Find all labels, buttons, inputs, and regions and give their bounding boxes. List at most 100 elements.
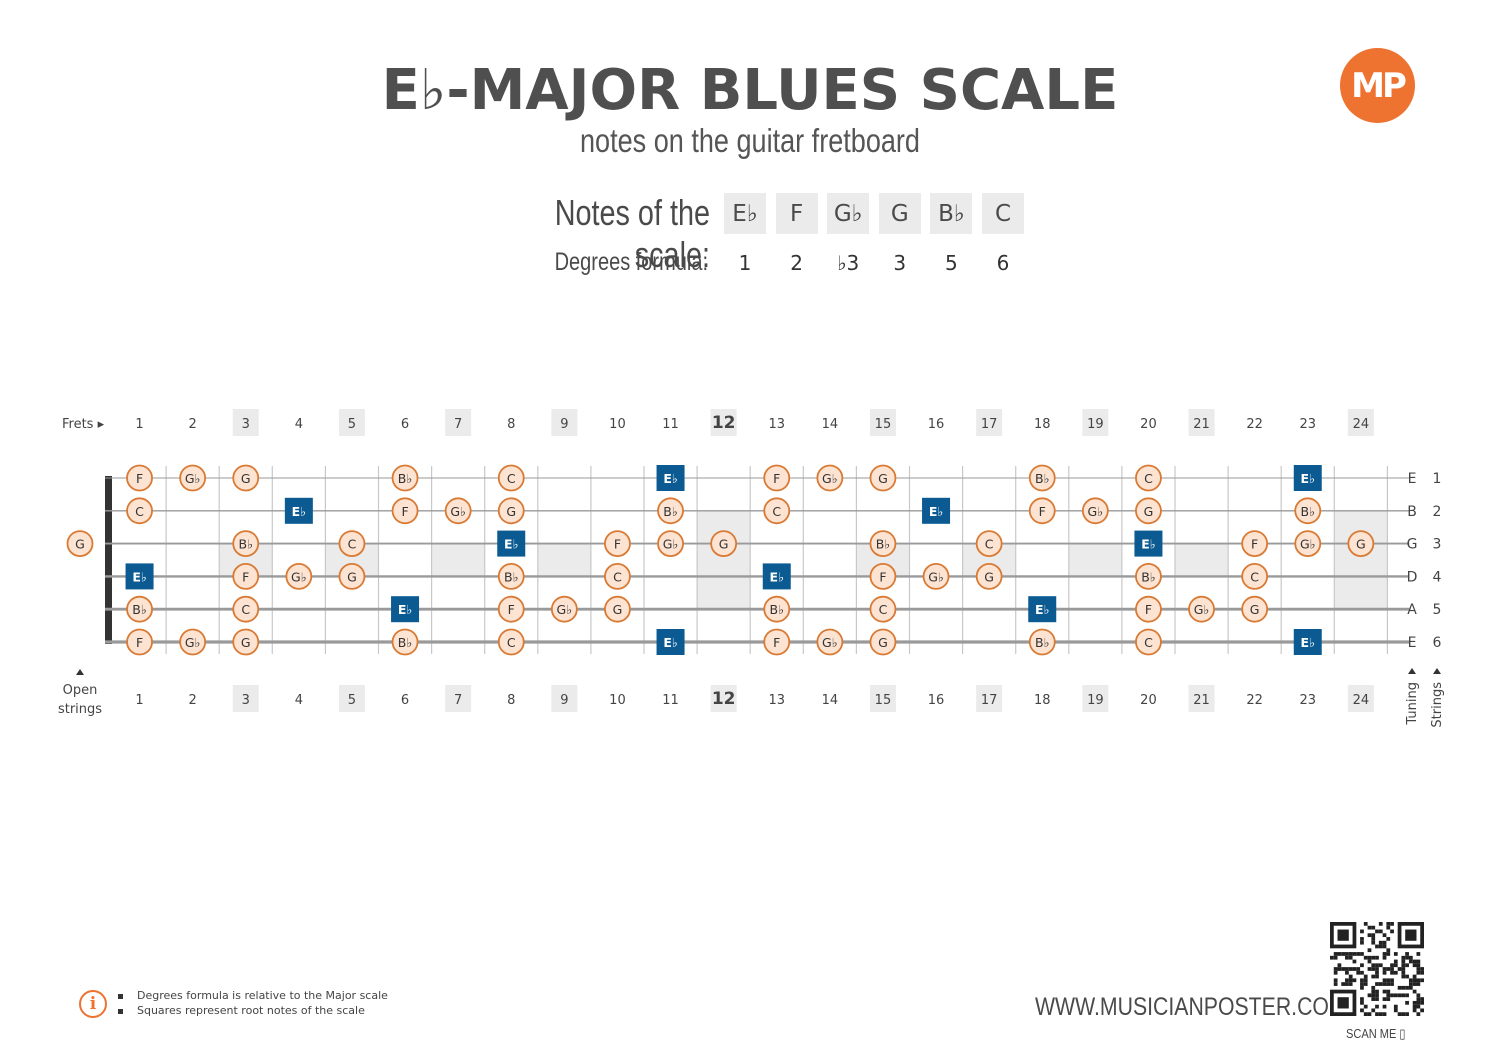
website-link[interactable]: WWW.MUSICIANPOSTER.COM xyxy=(1035,993,1347,1021)
root-note-label: E♭ xyxy=(770,569,784,584)
fret-number-top: 21 xyxy=(1193,417,1210,432)
note-circle xyxy=(763,464,791,492)
scale-degree-value: ♭3 xyxy=(837,251,860,275)
string-tuning: G xyxy=(1407,537,1418,553)
double-marker-shade xyxy=(697,510,751,610)
note-label: C xyxy=(348,537,357,552)
fretboard-diagram: 1 2 3 4 5 6 7 8 9 10 11 12 13 14 15 16 17 18 19 20 21 22 23 241… xyxy=(58,409,1445,728)
musicianposter-logo[interactable]: MP xyxy=(1340,48,1415,123)
fret-number-highlight xyxy=(869,685,896,712)
note-label: G♭ xyxy=(822,471,838,486)
fret-number-bottom: 16 xyxy=(928,693,945,708)
fret-number-bottom: 18 xyxy=(1034,693,1051,708)
string-tuning: A xyxy=(1407,602,1417,618)
fret-number-top: 9 xyxy=(560,417,568,432)
fret-number-bottom: 2 xyxy=(189,693,197,708)
note-circle xyxy=(604,563,631,590)
note-circle xyxy=(1294,497,1322,525)
note-label: B♭ xyxy=(239,537,253,552)
fret-number-highlight xyxy=(1082,409,1109,436)
note-label: C xyxy=(507,471,516,486)
note-label: G xyxy=(75,537,85,552)
note-label: F xyxy=(242,569,249,584)
note-label: B♭ xyxy=(398,635,412,650)
strings-label: Strings xyxy=(1430,682,1445,728)
fret-number-highlight xyxy=(551,409,578,436)
fret-number-bottom: 17 xyxy=(981,693,998,708)
page-subtitle: notes on the guitar fretboard xyxy=(580,122,920,159)
open-strings-label: Open xyxy=(63,683,98,698)
note-label: C xyxy=(1250,569,1259,584)
note-circle xyxy=(1188,595,1215,623)
info-icon: i xyxy=(79,990,107,1018)
note-circle xyxy=(1028,464,1056,492)
note-circle xyxy=(391,464,419,492)
root-note-label: E♭ xyxy=(1301,471,1315,486)
root-note-label: E♭ xyxy=(132,569,146,584)
note-circle xyxy=(1028,628,1056,656)
root-note-square xyxy=(1134,530,1163,557)
string-number: 3 xyxy=(1433,537,1442,553)
note-label: F xyxy=(773,635,780,650)
note-label: B♭ xyxy=(132,602,146,617)
note-label: C xyxy=(1144,635,1153,650)
note-circle xyxy=(232,563,260,590)
note-circle xyxy=(1294,530,1322,557)
note-label: G♭ xyxy=(185,635,201,650)
qr-code-icon[interactable] xyxy=(1330,922,1424,1016)
note-circle xyxy=(1241,563,1269,590)
note-circle xyxy=(497,595,525,623)
note-circle xyxy=(179,628,207,656)
note-circle xyxy=(126,464,153,492)
note-label: G♭ xyxy=(450,504,466,519)
note-circle xyxy=(1241,595,1269,623)
note-circle xyxy=(1135,563,1162,590)
fret-number-top: 1 xyxy=(135,417,143,432)
note-circle xyxy=(391,628,419,656)
fret-number-top: 8 xyxy=(507,417,515,432)
fret-number-highlight xyxy=(1188,685,1215,712)
note-circle xyxy=(975,563,1003,590)
note-label: G♭ xyxy=(557,602,573,617)
root-note-label: E♭ xyxy=(1035,602,1049,617)
note-label: B♭ xyxy=(1301,504,1315,519)
note-label: B♭ xyxy=(663,504,677,519)
note-label: G xyxy=(878,471,888,486)
note-label: C xyxy=(1144,471,1153,486)
note-circle xyxy=(869,595,897,623)
string-number: 2 xyxy=(1433,504,1442,520)
note-label: F xyxy=(136,635,143,650)
double-marker-shade xyxy=(1334,510,1388,610)
root-note-label: E♭ xyxy=(929,504,943,519)
note-circle xyxy=(66,530,94,557)
note-label: B♭ xyxy=(770,602,784,617)
note-label: C xyxy=(985,537,994,552)
root-note-square xyxy=(1293,629,1322,655)
fret-number-bottom: 24 xyxy=(1353,693,1370,708)
note-circle xyxy=(657,497,684,525)
note-label: F xyxy=(1145,602,1152,617)
note-label: G xyxy=(613,602,623,617)
note-label: F xyxy=(879,569,886,584)
root-note-label: E♭ xyxy=(663,471,677,486)
note-label: B♭ xyxy=(876,537,890,552)
fret-number-top: 4 xyxy=(295,417,303,432)
fret-number-highlight xyxy=(445,685,472,712)
fret-number-top: 5 xyxy=(348,417,356,432)
fret-number-top: 23 xyxy=(1299,417,1316,432)
page-title: E♭-MAJOR BLUES SCALE xyxy=(381,58,1119,123)
string-number: 4 xyxy=(1433,569,1442,585)
note-label: G♭ xyxy=(291,569,307,584)
note-circle xyxy=(232,530,260,557)
note-label: G xyxy=(719,537,729,552)
note-circle xyxy=(1135,628,1162,656)
note-label: G♭ xyxy=(928,569,944,584)
string-tuning: E xyxy=(1408,635,1417,651)
note-label: B♭ xyxy=(398,471,412,486)
note-label: F xyxy=(508,602,515,617)
note-circle xyxy=(1135,497,1162,525)
fret-number-bottom: 5 xyxy=(348,693,356,708)
fret-number-top: 7 xyxy=(454,417,462,432)
root-note-square xyxy=(656,465,685,491)
scale-degree-value: 3 xyxy=(893,251,907,275)
